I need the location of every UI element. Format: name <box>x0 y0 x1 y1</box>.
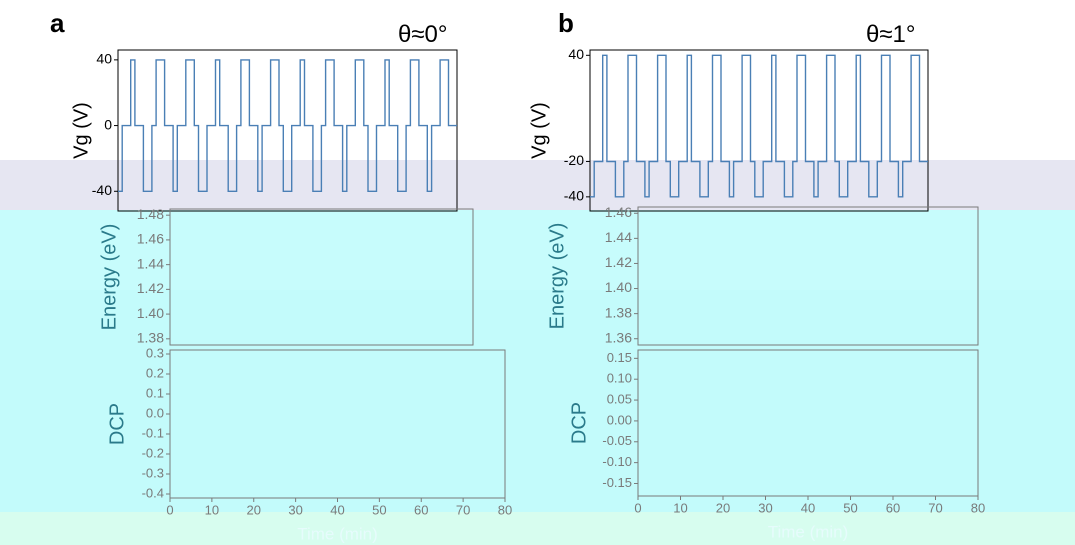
panel-b-dcp-xtick-label: 80 <box>971 500 985 515</box>
panel-b-dcp-xtick-label: 30 <box>758 500 772 515</box>
panel-b-energy-ytick-label: 1.38 <box>605 304 632 320</box>
plot-layer: 40 0 -40 Vg (V) 1.48 1.46 1.44 1.42 1.40 1.38 Ener… <box>70 46 985 543</box>
mint-band <box>0 512 1075 545</box>
panel-a-energy-ytick-label: 1.46 <box>137 231 164 247</box>
panel-a-dcp-ytick-label: 0.0 <box>146 405 164 420</box>
panel-a-dcp-xtick-label: 80 <box>498 502 512 517</box>
text-layer: a θ≈0° b θ≈1° <box>50 8 915 48</box>
panel-a-dcp-ytick-label: -0.1 <box>142 425 164 440</box>
panel-a-dcp-xtick-label: 30 <box>288 502 302 517</box>
panel-b-vg-ylabel: Vg (V) <box>528 102 550 159</box>
panel-a-vg-frame <box>117 49 458 212</box>
panel-a-angle-label: θ≈0° <box>398 21 447 48</box>
cyan-band-upper <box>0 210 1075 305</box>
panel-a-letter: a <box>50 8 65 38</box>
panel-a-energy-ylabel: Energy (eV) <box>98 224 120 331</box>
panel-b-dcp-ytick-label: 0.05 <box>607 391 632 406</box>
panel-b-dcp-ytick-label: 0.00 <box>607 412 632 427</box>
panel-a-vg-ylabel: Vg (V) <box>70 102 92 159</box>
panel-b-vg-ytick-label: 40 <box>568 46 584 62</box>
panel-b-vg-ytick-label: -40 <box>564 188 584 204</box>
panel-b-dcp-ytick-label: -0.15 <box>602 475 632 490</box>
panel-a-dcp-xtick-label: 10 <box>205 502 219 517</box>
cyan-band-lower <box>0 290 1075 520</box>
panel-b-dcp-xtick-label: 20 <box>716 500 730 515</box>
panel-a-dcp-ylabel: DCP <box>106 403 128 445</box>
panel-b-dcp-ytick-label: 0.15 <box>607 350 632 365</box>
panel-a-dcp-ytick-label: 0.3 <box>146 345 164 360</box>
panel-a-energy-ytick-label: 1.42 <box>137 280 164 296</box>
panel-b-letter: b <box>558 8 574 38</box>
panel-b-dcp-ytick-label: -0.05 <box>602 433 632 448</box>
panel-a-dcp-xtick-label: 50 <box>372 502 386 517</box>
panel-b-vg-frame <box>589 49 929 212</box>
panel-b-dcp-xtick-label: 0 <box>634 500 641 515</box>
panel-a-energy-ytick-label: 1.48 <box>137 206 164 222</box>
panel-b-energy-frame <box>637 206 979 346</box>
panel-a-dcp-ytick-label: 0.2 <box>146 365 164 380</box>
panel-b-energy-ytick-label: 1.42 <box>605 254 632 270</box>
panel-a-vg-ytick-label: -40 <box>92 182 112 198</box>
panel-b-energy-ytick-label: 1.44 <box>605 229 632 245</box>
panel-b-vg-ytick-label: -20 <box>564 152 584 168</box>
panel-b-dcp-ytick-label: 0.10 <box>607 371 632 386</box>
panel-a-dcp-xlabel: Time (min) <box>297 524 378 543</box>
panel-b-dcp-ytick-label: -0.10 <box>602 454 632 469</box>
panel-a-energy-ytick-label: 1.38 <box>137 330 164 346</box>
panel-a-dcp-xtick-label: 60 <box>414 502 428 517</box>
panel-b-dcp-xtick-label: 10 <box>673 500 687 515</box>
panel-a-dcp-xtick-label: 20 <box>247 502 261 517</box>
panel-a-vg-ytick-label: 0 <box>104 116 112 132</box>
panel-a-dcp-ytick-label: 0.1 <box>146 385 164 400</box>
panel-b-energy-ytick-label: 1.36 <box>605 329 632 345</box>
panel-a-dcp-xtick-label: 0 <box>166 502 173 517</box>
panel-b-vg-series-line <box>590 54 928 198</box>
panel-a-energy-frame <box>169 208 474 346</box>
panel-b-energy-ytick-label: 1.46 <box>605 204 632 220</box>
panel-b-energy-ylabel: Energy (eV) <box>546 223 568 330</box>
panel-a-dcp-xtick-label: 70 <box>456 502 470 517</box>
panel-b-energy-ytick-label: 1.40 <box>605 279 632 295</box>
panel-b-angle-label: θ≈1° <box>866 21 915 48</box>
panel-b-dcp-xlabel: Time (min) <box>768 522 849 541</box>
panel-a-dcp-ytick-label: -0.2 <box>142 445 164 460</box>
faded-overlay-bands <box>0 160 1075 545</box>
panel-b-dcp-ylabel: DCP <box>568 402 590 444</box>
panel-a-dcp-xtick-label: 40 <box>330 502 344 517</box>
panel-a-vg-series-line <box>118 59 457 192</box>
panel-a-vg-ytick-label: 40 <box>96 51 112 67</box>
panel-a-dcp-ytick-label: -0.4 <box>142 485 164 500</box>
panel-a-dcp-ytick-label: -0.3 <box>142 465 164 480</box>
panel-b-dcp-xtick-label: 70 <box>928 500 942 515</box>
panel-b-dcp-xtick-label: 40 <box>801 500 815 515</box>
panel-b-dcp-xtick-label: 50 <box>843 500 857 515</box>
panel-a-energy-ytick-label: 1.44 <box>137 255 164 271</box>
panel-b-dcp-xtick-label: 60 <box>886 500 900 515</box>
panel-a-energy-ytick-label: 1.40 <box>137 305 164 321</box>
